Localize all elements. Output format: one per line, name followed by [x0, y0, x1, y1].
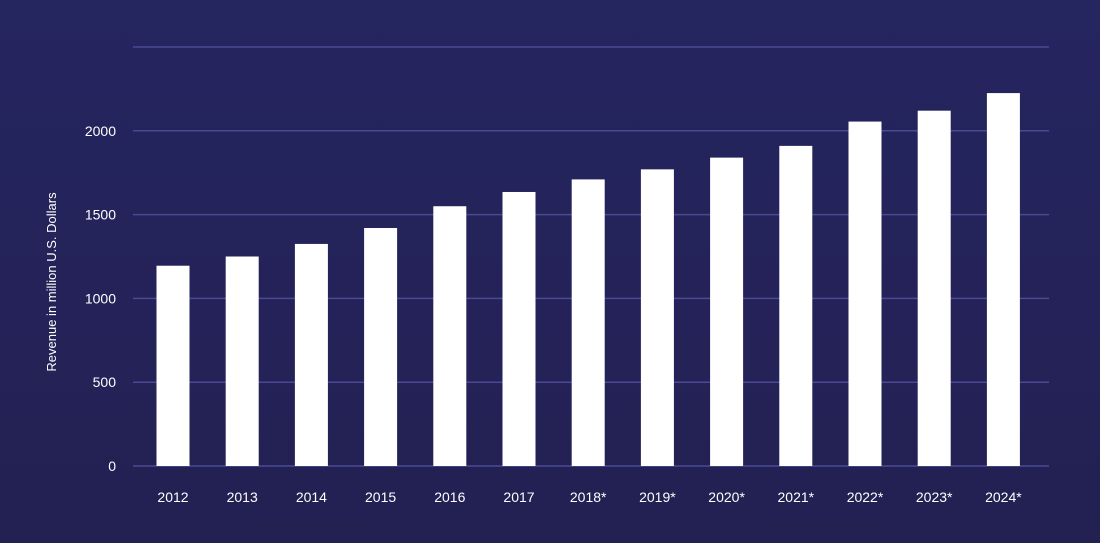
bar-2020 [710, 157, 744, 466]
bar-2019 [640, 169, 674, 466]
x-tick-label: 2018* [570, 489, 607, 505]
y-axis-label: Revenue in million U.S. Dollars [44, 192, 59, 372]
bar-2017 [502, 191, 536, 466]
x-tick-label: 2021* [778, 489, 815, 505]
bar-2015 [364, 228, 398, 466]
x-tick-label: 2019* [639, 489, 676, 505]
y-tick-label: 1000 [85, 290, 116, 306]
x-tick-label: 2012 [157, 489, 188, 505]
bar-2012 [156, 265, 190, 466]
x-tick-label: 2023* [916, 489, 953, 505]
bars [156, 93, 1020, 467]
x-tick-label: 2024* [985, 489, 1022, 505]
bar-2023 [917, 110, 951, 467]
x-tick-label: 2013 [227, 489, 258, 505]
y-tick-label: 2000 [85, 123, 116, 139]
bar-2021 [779, 145, 813, 466]
x-tick-label: 2015 [365, 489, 396, 505]
bar-2018 [571, 179, 605, 467]
bar-2013 [225, 256, 259, 466]
x-tick-label: 2014 [296, 489, 327, 505]
y-tick-label: 500 [93, 374, 117, 390]
bar-2022 [848, 121, 882, 466]
y-axis-ticks: 0 500 1000 1500 2000 [85, 123, 116, 474]
bar-2016 [433, 206, 467, 466]
x-axis-ticks: 2012 2013 2014 2015 2016 2017 2018* 2019* 2020* 2… [157, 489, 1022, 505]
y-tick-label: 1500 [85, 207, 116, 223]
bar-2014 [294, 243, 328, 466]
y-tick-label: 0 [108, 458, 116, 474]
bar-2024 [986, 93, 1020, 466]
x-tick-label: 2016 [434, 489, 465, 505]
x-tick-label: 2022* [847, 489, 884, 505]
x-tick-label: 2020* [708, 489, 745, 505]
x-tick-label: 2017 [503, 489, 534, 505]
